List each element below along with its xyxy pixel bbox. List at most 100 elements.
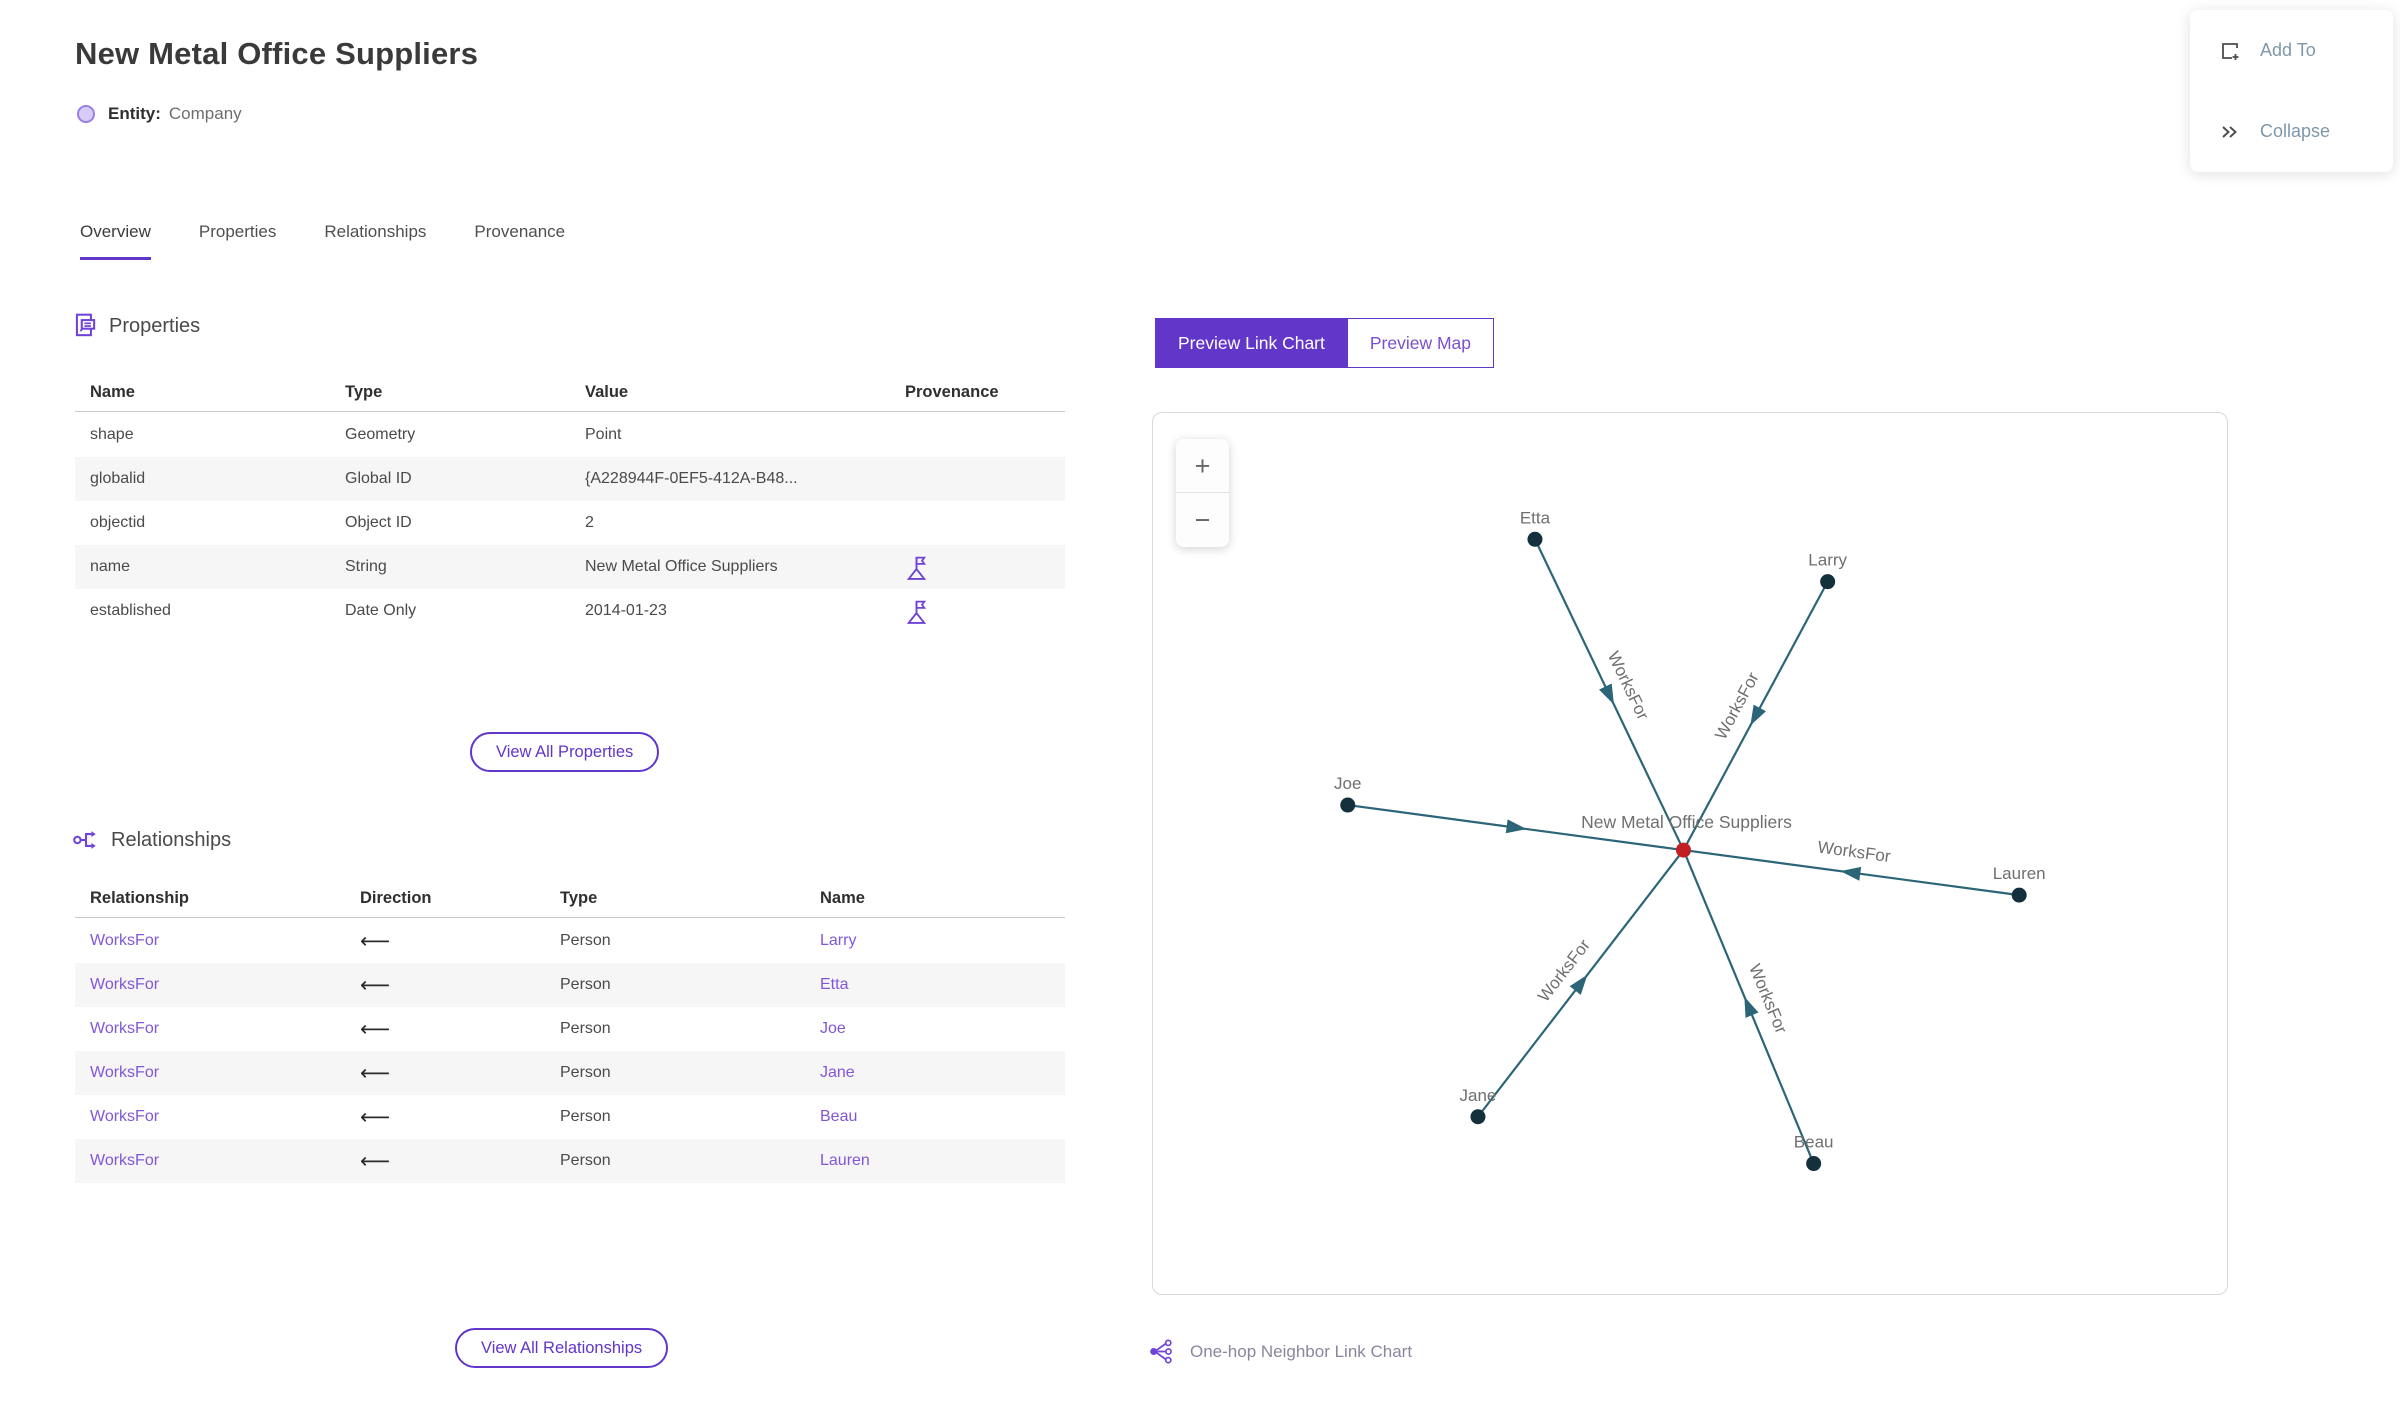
relationship-direction: ⟵ <box>360 1061 391 1085</box>
provenance-flag-icon[interactable] <box>905 554 928 581</box>
tab-provenance[interactable]: Provenance <box>474 222 566 241</box>
graph-node <box>1470 1109 1486 1125</box>
entity-type-icon <box>77 105 95 123</box>
relationships-icon <box>73 831 96 849</box>
tab-properties[interactable]: Properties <box>198 222 277 241</box>
property-type: String <box>345 558 387 575</box>
properties-row[interactable]: objectid Object ID 2 <box>75 501 1065 545</box>
relationship-type-link[interactable]: WorksFor <box>90 1064 160 1081</box>
properties-col-value: Value <box>585 383 629 401</box>
chart-caption-label: One-hop Neighbor Link Chart <box>1190 1341 1413 1361</box>
relationship-row[interactable]: WorksFor ⟵ Person Joe <box>75 1007 1065 1051</box>
add-to-icon <box>2222 42 2239 60</box>
tab-relationships[interactable]: Relationships <box>324 222 427 241</box>
property-name: globalid <box>90 470 146 487</box>
property-provenance[interactable] <box>905 554 1065 581</box>
preview-toggle: Preview Link Chart Preview Map <box>1155 318 1495 368</box>
graph-node-label: Etta <box>1520 508 1551 527</box>
view-all-properties-button[interactable]: View All Properties <box>470 732 660 772</box>
provenance-flag-icon[interactable] <box>905 598 928 625</box>
properties-col-name: Name <box>90 383 135 401</box>
relationship-type-link[interactable]: WorksFor <box>90 1152 160 1169</box>
relationship-direction: ⟵ <box>360 1017 391 1041</box>
property-value: New Metal Office Suppliers <box>585 558 778 575</box>
preview-map-button[interactable]: Preview Map <box>1347 318 1495 368</box>
relationship-name-link[interactable]: Joe <box>820 1020 846 1037</box>
property-type: Global ID <box>345 470 412 487</box>
relationship-entity-type: Person <box>560 976 611 993</box>
collapse-button[interactable]: Collapse <box>2190 91 2393 172</box>
relationship-name-link[interactable]: Larry <box>820 932 857 949</box>
relationship-row[interactable]: WorksFor ⟵ Person Jane <box>75 1051 1065 1095</box>
entity-label: Entity: <box>108 104 161 123</box>
graph-center-node <box>1675 842 1691 858</box>
tabs: Overview Properties Relationships Provenanc… <box>80 222 565 260</box>
relationship-name-link[interactable]: Jane <box>820 1064 855 1081</box>
relationship-entity-type: Person <box>560 1152 611 1169</box>
properties-row[interactable]: globalid Global ID {A228944F-0EF5-412A-B48… <box>75 457 1065 501</box>
properties-col-provenance: Provenance <box>905 383 999 401</box>
relationships-col-relationship: Relationship <box>90 889 190 907</box>
relationships-table: WorksFor ⟵ Person Larry WorksFor ⟵ Person Etta W… <box>75 919 1065 1183</box>
graph-node-label: Jane <box>1460 1086 1497 1105</box>
graph-node <box>1820 574 1836 590</box>
zoom-in-button[interactable]: + <box>1176 439 1229 493</box>
graph-node-label: Lauren <box>1993 864 2046 883</box>
properties-row[interactable]: name String New Metal Office Suppliers <box>75 545 1065 589</box>
tab-overview[interactable]: Overview <box>80 222 151 260</box>
entity-row: Entity: Company <box>77 104 242 124</box>
edge-arrow <box>1505 819 1527 834</box>
zoom-control: + − <box>1176 439 1229 547</box>
edge-arrow <box>1744 996 1759 1018</box>
link-chart-icon <box>1150 1339 1172 1364</box>
property-value: 2 <box>585 514 594 531</box>
relationship-type-link[interactable]: WorksFor <box>90 1020 160 1037</box>
property-value: {A228944F-0EF5-412A-B48... <box>585 470 798 487</box>
chart-caption: One-hop Neighbor Link Chart <box>1148 1338 1412 1365</box>
relationship-direction: ⟵ <box>360 973 391 997</box>
property-value: Point <box>585 426 622 443</box>
collapse-label: Collapse <box>2260 121 2331 141</box>
edge-arrow <box>1750 704 1766 726</box>
relationship-row[interactable]: WorksFor ⟵ Person Etta <box>75 963 1065 1007</box>
graph-node-label: Larry <box>1808 551 1847 570</box>
relationship-entity-type: Person <box>560 932 611 949</box>
graph-node <box>1806 1156 1822 1172</box>
relationships-section-title: Relationships <box>111 828 232 851</box>
graph-node-label: Beau <box>1794 1133 1834 1152</box>
relationship-type-link[interactable]: WorksFor <box>90 976 160 993</box>
properties-row[interactable]: shape Geometry Point <box>75 413 1065 457</box>
relationship-name-link[interactable]: Lauren <box>820 1152 870 1169</box>
relationship-type-link[interactable]: WorksFor <box>90 932 160 949</box>
properties-row[interactable]: established Date Only 2014-01-23 <box>75 589 1065 633</box>
relationship-type-link[interactable]: WorksFor <box>90 1108 160 1125</box>
action-card: Add To Collapse <box>2190 10 2393 172</box>
edge-label: WorksFor <box>1534 935 1594 1005</box>
property-name: objectid <box>90 514 146 531</box>
add-to-button[interactable]: Add To <box>2190 10 2393 91</box>
zoom-out-button[interactable]: − <box>1176 493 1229 547</box>
relationship-direction: ⟵ <box>360 929 391 953</box>
preview-link-chart-button[interactable]: Preview Link Chart <box>1155 318 1348 368</box>
relationships-section-header: Relationships <box>72 826 231 854</box>
properties-col-type: Type <box>345 383 383 401</box>
relationship-name-link[interactable]: Beau <box>820 1108 858 1125</box>
property-value: 2014-01-23 <box>585 602 667 619</box>
graph-node <box>1340 797 1356 813</box>
relationship-row[interactable]: WorksFor ⟵ Person Lauren <box>75 1139 1065 1183</box>
relationship-name-link[interactable]: Etta <box>820 976 849 993</box>
relationship-direction: ⟵ <box>360 1149 391 1173</box>
relationships-col-direction: Direction <box>360 889 432 907</box>
properties-section-title: Properties <box>109 314 201 337</box>
property-provenance[interactable] <box>905 598 1065 625</box>
properties-table: shape Geometry Point globalid Global ID {A228… <box>75 413 1065 633</box>
properties-icon <box>75 313 96 337</box>
link-chart-panel[interactable]: WorksFor WorksFor WorksFor WorksFor WorksFor… <box>1152 412 2228 1295</box>
view-all-relationships-button[interactable]: View All Relationships <box>455 1328 669 1368</box>
relationship-row[interactable]: WorksFor ⟵ Person Larry <box>75 919 1065 963</box>
relationship-entity-type: Person <box>560 1108 611 1125</box>
relationship-row[interactable]: WorksFor ⟵ Person Beau <box>75 1095 1065 1139</box>
graph-node-label: Joe <box>1334 774 1361 793</box>
add-to-label: Add To <box>2260 40 2316 60</box>
